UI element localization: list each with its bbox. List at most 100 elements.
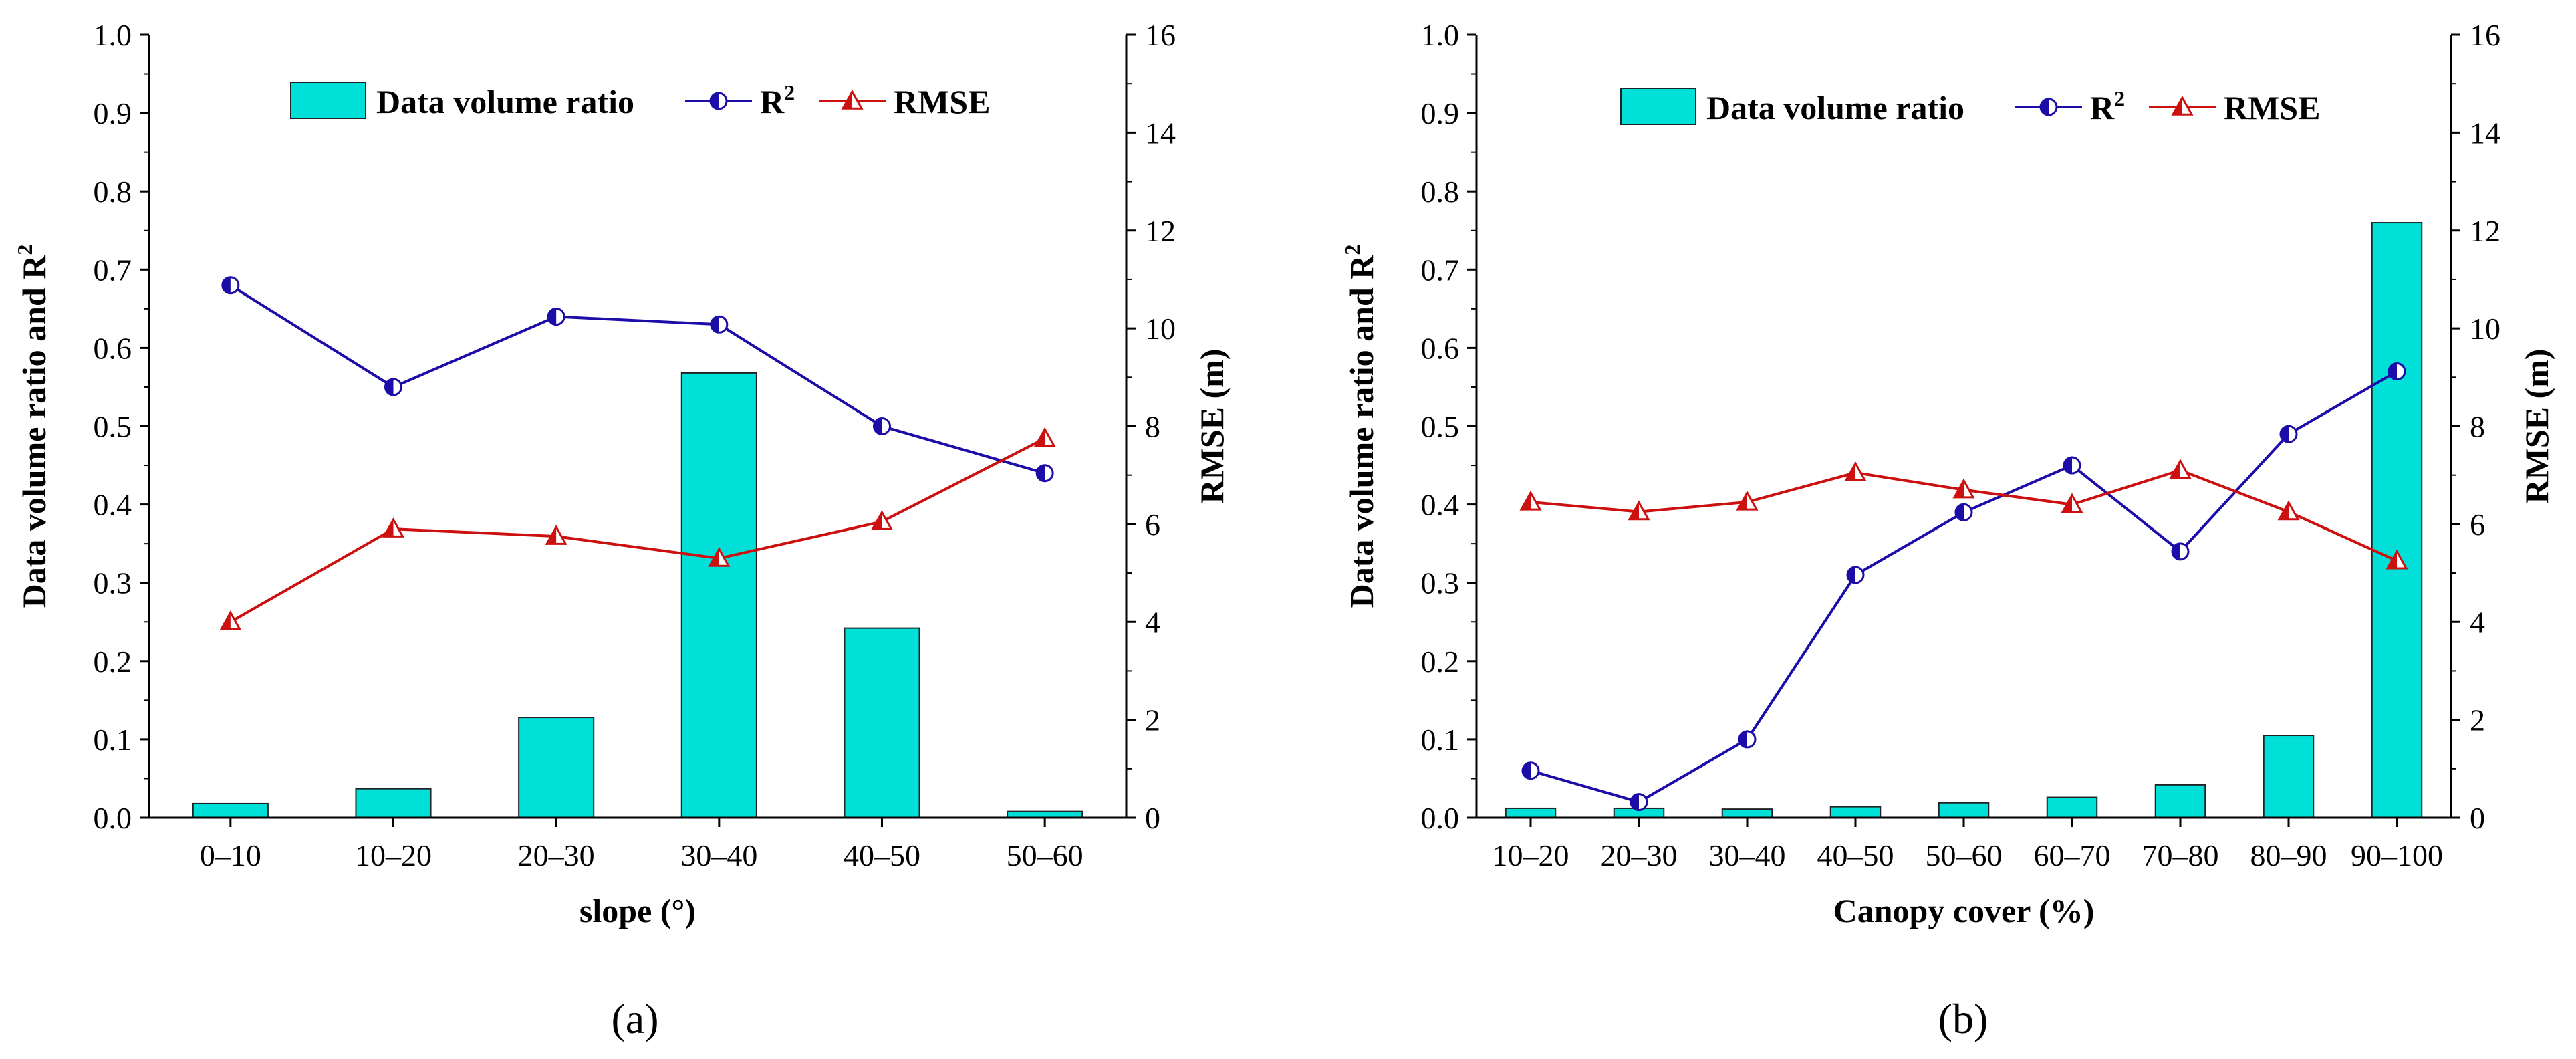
rmse-point-2 <box>1628 500 1650 521</box>
marker-fill <box>843 92 852 109</box>
legend-label-bar: Data volume ratio <box>376 83 634 120</box>
x-tick-label: 0–10 <box>200 838 261 872</box>
marker-fill <box>2064 457 2072 474</box>
y-left-tick-label: 0.3 <box>1421 566 1460 600</box>
marker-fill <box>2171 461 2180 478</box>
legend-label-r2: R2 <box>760 80 795 120</box>
rmse-point-1 <box>219 610 242 630</box>
x-tick-label: 70–80 <box>2142 838 2219 872</box>
marker-fill <box>711 93 719 109</box>
y-right-tick-label: 6 <box>1145 507 1160 542</box>
bar-5 <box>844 627 920 818</box>
r2-point-8 <box>2279 425 2298 443</box>
y-right-tick-label: 16 <box>2470 18 2500 52</box>
x-tick-label: 20–30 <box>1601 838 1678 872</box>
chart-panel-b: 0.0 0.1 0.2 0.3 0.4 0.5 0.6 0.7 0.8 0.9 1.0 0 2 4 6 8 10… <box>1340 18 2555 1042</box>
r2-point-2 <box>1630 793 1648 812</box>
y-right-tick-label: 0 <box>2470 801 2485 835</box>
y-right-tick-label: 14 <box>1145 116 1176 150</box>
r2-point-5 <box>1954 503 1973 521</box>
marker-fill <box>1035 429 1045 446</box>
y-axis-left-title-text: Data volume ratio and R <box>1343 255 1380 608</box>
y-axis-left-title-text: Data volume ratio and R <box>15 255 53 608</box>
marker-fill <box>1846 463 1855 481</box>
legend-label-r2-sup: 2 <box>2114 86 2125 110</box>
x-tick-label: 90–100 <box>2351 838 2443 872</box>
r2-point-9 <box>2388 362 2406 381</box>
bar-1 <box>192 802 269 818</box>
marker-fill <box>2279 502 2289 519</box>
legend-label-r2-sup: 2 <box>784 80 795 104</box>
legend: Data volume ratio R2 RMSE <box>290 80 990 120</box>
y-left-tick-label: 0.9 <box>1421 96 1460 130</box>
rmse-point-8 <box>2277 500 2300 521</box>
marker-fill <box>1037 465 1045 481</box>
rmse-point-3 <box>545 525 567 545</box>
x-tick-label: 10–20 <box>355 838 432 872</box>
y-axis-right-title: RMSE (m) <box>2518 349 2555 504</box>
marker-fill <box>1630 502 1639 519</box>
marker-fill <box>547 527 557 544</box>
x-axis-title: Canopy cover (%) <box>1833 892 2095 929</box>
y-left-tick-label: 0.2 <box>94 644 132 679</box>
y-right-tick-label: 4 <box>2470 605 2485 639</box>
x-tick-label: 30–40 <box>1709 838 1786 872</box>
y-right-tick-label: 2 <box>1145 703 1160 737</box>
y-left-tick-label: 0.1 <box>1421 723 1460 757</box>
bar-3 <box>1721 808 1773 819</box>
chart-panel-a: 0.0 0.1 0.2 0.3 0.4 0.5 0.6 0.7 0.8 0.9 1.0 0 2 4 6 8 10… <box>13 18 1231 1042</box>
marker-fill <box>1739 731 1747 747</box>
marker-fill <box>2281 426 2289 443</box>
legend-label-r2-text: R <box>2090 89 2115 126</box>
marker-fill <box>2041 99 2049 115</box>
y-right-tick-label: 10 <box>2470 312 2500 346</box>
r2-point-3 <box>1738 730 1757 749</box>
y-right-tick-label: 6 <box>2470 507 2485 542</box>
marker-fill <box>1521 492 1531 510</box>
y-left-tick-label: 1.0 <box>1421 18 1460 52</box>
y-axis-left-title: Data volume ratio and R2 <box>13 245 53 608</box>
marker-fill <box>222 277 231 293</box>
y-right-tick-label: 12 <box>1145 214 1176 248</box>
bar-1 <box>1505 807 1557 818</box>
legend-swatch-r2-marker <box>709 92 728 110</box>
marker-fill <box>2388 551 2397 568</box>
marker-fill <box>2063 495 2072 512</box>
r2-point-6 <box>2063 456 2081 475</box>
y-left-tick-label: 0.1 <box>94 723 132 757</box>
marker-fill <box>1956 504 1964 521</box>
marker-fill <box>2173 98 2182 115</box>
marker-fill <box>872 512 882 530</box>
legend-label-bar: Data volume ratio <box>1706 89 1964 126</box>
bar-4 <box>680 372 757 818</box>
rmse-line <box>229 437 1046 623</box>
legend-swatch-bar <box>290 82 366 119</box>
bar-7 <box>2154 784 2206 818</box>
y-axis-right-title: RMSE (m) <box>1193 349 1231 504</box>
y-axis-left-title: Data volume ratio and R2 <box>1340 245 1380 608</box>
marker-fill <box>384 519 394 537</box>
r2-point-5 <box>873 417 891 435</box>
r2-line <box>229 284 1045 475</box>
y-right-tick-label: 14 <box>2470 116 2500 150</box>
rmse-point-4 <box>1844 461 1867 481</box>
marker-fill <box>874 418 882 435</box>
x-tick-label: 10–20 <box>1493 838 1569 872</box>
marker-fill <box>221 612 231 630</box>
x-tick-label: 40–50 <box>1817 838 1894 872</box>
x-tick-label: 20–30 <box>518 838 595 872</box>
y-left-tick-label: 0.5 <box>94 410 132 444</box>
rmse-point-6 <box>2061 493 2083 513</box>
bar-4 <box>1829 806 1882 818</box>
r2-point-3 <box>547 308 565 326</box>
rmse-point-4 <box>708 547 731 567</box>
rmse-point-1 <box>1519 490 1542 511</box>
bar-5 <box>1938 802 1990 818</box>
marker-fill <box>1847 566 1855 583</box>
legend-swatch-r2-marker <box>2039 98 2058 116</box>
rmse-point-2 <box>382 517 405 538</box>
rmse-point-9 <box>2386 549 2408 570</box>
y-left-tick-label: 0.3 <box>94 566 132 600</box>
y-right-tick-label: 10 <box>1145 312 1176 346</box>
